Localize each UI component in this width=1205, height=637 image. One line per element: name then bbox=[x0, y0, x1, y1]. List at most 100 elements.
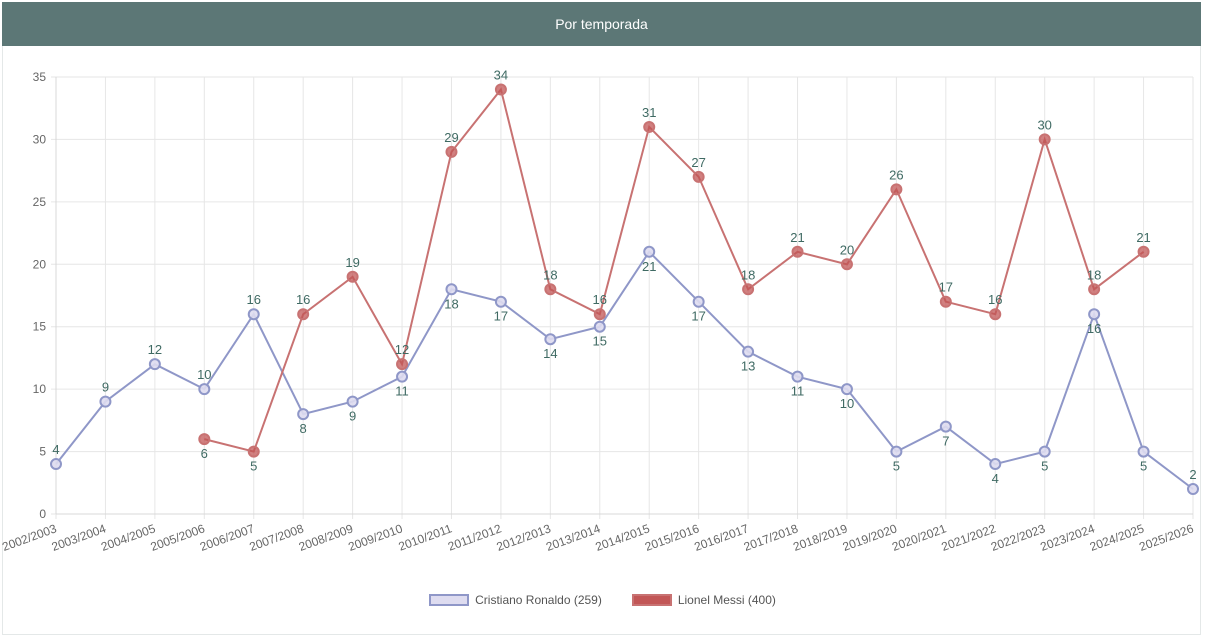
data-point-ronaldo bbox=[890, 445, 903, 458]
x-tick-label: 2021/2022 bbox=[940, 521, 998, 554]
x-tick-label: 2019/2020 bbox=[841, 521, 899, 554]
data-label-messi: 19 bbox=[345, 255, 359, 270]
data-point-ronaldo bbox=[346, 395, 359, 408]
data-point-ronaldo bbox=[593, 320, 606, 333]
x-tick-label: 2011/2012 bbox=[446, 521, 504, 553]
y-tick-label: 5 bbox=[39, 445, 46, 459]
data-point-ronaldo bbox=[544, 333, 557, 346]
data-label-messi: 6 bbox=[201, 446, 208, 461]
data-label-ronaldo: 13 bbox=[741, 359, 755, 374]
data-label-ronaldo: 16 bbox=[247, 292, 261, 307]
data-label-messi: 17 bbox=[939, 280, 953, 295]
data-label-ronaldo: 5 bbox=[1041, 459, 1048, 474]
data-point-ronaldo bbox=[297, 408, 310, 421]
data-point-ronaldo bbox=[494, 295, 507, 308]
data-point-ronaldo bbox=[791, 370, 804, 383]
data-point-ronaldo bbox=[1038, 445, 1051, 458]
data-label-ronaldo: 17 bbox=[691, 309, 705, 324]
x-tick-label: 2013/2014 bbox=[544, 521, 602, 554]
data-label-messi: 12 bbox=[395, 342, 409, 357]
legend-label-ronaldo: Cristiano Ronaldo (259) bbox=[475, 593, 602, 607]
x-tick-label: 2009/2010 bbox=[346, 521, 404, 554]
data-point-messi bbox=[396, 358, 409, 371]
data-point-ronaldo bbox=[148, 358, 161, 371]
y-tick-label: 35 bbox=[33, 70, 47, 84]
y-tick-label: 30 bbox=[33, 132, 47, 146]
data-point-ronaldo bbox=[939, 420, 952, 433]
data-point-messi bbox=[742, 283, 755, 296]
data-point-messi bbox=[791, 245, 804, 258]
legend-swatch-messi bbox=[631, 594, 672, 606]
data-label-messi: 18 bbox=[543, 267, 557, 282]
legend-item-messi[interactable]: Lionel Messi (400) bbox=[631, 593, 776, 607]
data-label-messi: 26 bbox=[889, 167, 903, 182]
x-tick-label: 2017/2018 bbox=[742, 521, 800, 554]
data-label-messi: 20 bbox=[840, 242, 854, 257]
data-point-ronaldo bbox=[99, 395, 112, 408]
data-point-ronaldo bbox=[247, 308, 260, 321]
chart-title: Por temporada bbox=[2, 2, 1201, 46]
data-label-messi: 18 bbox=[1087, 267, 1101, 282]
data-point-ronaldo bbox=[1137, 445, 1150, 458]
data-label-ronaldo: 4 bbox=[52, 442, 59, 457]
data-point-ronaldo bbox=[50, 458, 62, 471]
x-tick-label: 2007/2008 bbox=[247, 521, 305, 554]
data-label-ronaldo: 9 bbox=[349, 409, 356, 424]
data-point-messi bbox=[989, 308, 1002, 321]
data-label-ronaldo: 18 bbox=[444, 296, 458, 311]
data-label-ronaldo: 9 bbox=[102, 380, 109, 395]
data-label-messi: 21 bbox=[790, 230, 804, 245]
data-label-ronaldo: 2 bbox=[1189, 467, 1196, 482]
y-tick-label: 20 bbox=[33, 257, 47, 271]
x-tick-label: 2024/2025 bbox=[1088, 521, 1146, 554]
x-tick-label: 2010/2011 bbox=[397, 521, 455, 553]
data-label-ronaldo: 17 bbox=[494, 309, 508, 324]
data-point-ronaldo bbox=[989, 458, 1002, 471]
data-point-messi bbox=[1038, 133, 1051, 146]
x-tick-label: 2016/2017 bbox=[692, 521, 750, 554]
data-point-ronaldo bbox=[742, 345, 755, 358]
data-point-ronaldo bbox=[643, 245, 656, 258]
data-point-messi bbox=[346, 270, 359, 283]
x-tick-label: 2003/2004 bbox=[50, 521, 108, 554]
data-point-messi bbox=[445, 145, 458, 158]
data-point-messi bbox=[643, 120, 656, 133]
data-label-ronaldo: 5 bbox=[893, 459, 900, 474]
x-tick-label: 2002/2003 bbox=[0, 521, 58, 554]
y-tick-label: 15 bbox=[33, 320, 47, 334]
data-point-messi bbox=[297, 308, 310, 321]
data-label-ronaldo: 11 bbox=[395, 384, 409, 399]
x-tick-label: 2022/2023 bbox=[989, 521, 1047, 554]
data-point-ronaldo bbox=[198, 383, 211, 396]
x-tick-label: 2018/2019 bbox=[791, 521, 849, 554]
data-label-messi: 34 bbox=[494, 67, 508, 82]
data-label-ronaldo: 11 bbox=[791, 384, 805, 399]
chart-legend: Cristiano Ronaldo (259) Lionel Messi (40… bbox=[0, 590, 1205, 610]
x-tick-label: 2020/2021 bbox=[890, 521, 948, 554]
data-point-ronaldo bbox=[445, 283, 458, 296]
legend-swatch-ronaldo bbox=[429, 594, 470, 606]
x-tick-label: 2006/2007 bbox=[198, 521, 256, 554]
data-point-messi bbox=[840, 258, 853, 271]
legend-item-ronaldo[interactable]: Cristiano Ronaldo (259) bbox=[429, 593, 602, 607]
legend-label-messi: Lionel Messi (400) bbox=[677, 593, 776, 607]
data-label-ronaldo: 4 bbox=[992, 471, 999, 486]
data-label-ronaldo: 10 bbox=[197, 367, 211, 382]
x-tick-label: 2025/2026 bbox=[1137, 521, 1195, 554]
data-point-ronaldo bbox=[1187, 483, 1199, 496]
data-label-ronaldo: 21 bbox=[642, 259, 656, 274]
data-point-messi bbox=[198, 433, 211, 446]
data-point-messi bbox=[1088, 283, 1101, 296]
data-label-ronaldo: 14 bbox=[543, 346, 557, 361]
data-point-messi bbox=[890, 183, 903, 196]
data-label-messi: 18 bbox=[741, 267, 755, 282]
data-point-messi bbox=[1137, 245, 1150, 258]
data-label-messi: 16 bbox=[593, 292, 607, 307]
x-tick-label: 2004/2005 bbox=[99, 521, 157, 554]
data-point-messi bbox=[247, 445, 260, 458]
data-point-messi bbox=[692, 170, 705, 183]
data-label-messi: 5 bbox=[250, 459, 257, 474]
data-label-messi: 31 bbox=[642, 105, 656, 120]
data-point-messi bbox=[544, 283, 557, 296]
